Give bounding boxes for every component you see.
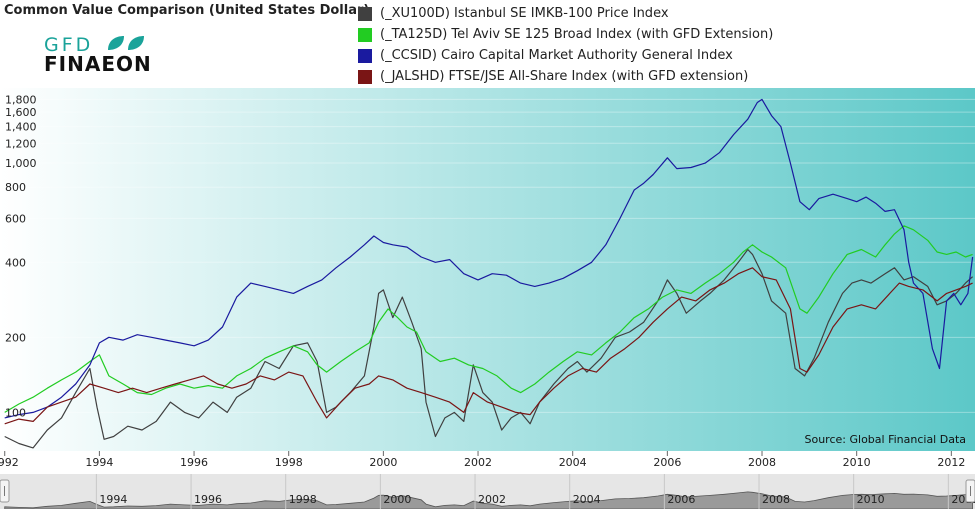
series-line-0[interactable] xyxy=(4,248,974,449)
legend: (_XU100D) Istanbul SE IMKB-100 Price Ind… xyxy=(358,3,773,87)
legend-label: (_CCSID) Cairo Capital Market Authority … xyxy=(380,48,733,63)
x-tick-label: 1998 xyxy=(275,456,303,469)
y-tick-label: 1,600 xyxy=(5,106,37,119)
logo-mark: GFD FINAEON xyxy=(44,34,152,76)
plot-area[interactable] xyxy=(0,88,975,451)
legend-swatch xyxy=(358,69,372,84)
y-tick-label: 800 xyxy=(5,181,26,194)
navigator-left-handle[interactable] xyxy=(0,479,10,503)
y-tick-label: 200 xyxy=(5,331,26,344)
leaf-icon xyxy=(128,36,144,50)
x-tick-label: 2006 xyxy=(653,456,681,469)
legend-swatch xyxy=(358,6,372,21)
logo-finaeon-text: FINAEON xyxy=(44,52,152,74)
series-layer xyxy=(4,98,974,449)
series-line-2[interactable] xyxy=(4,98,974,419)
legend-item-ta125d[interactable]: (_TA125D) Tel Aviv SE 125 Broad Index (w… xyxy=(358,24,773,45)
x-tick-label: 2002 xyxy=(464,456,492,469)
y-tick-label: 1,200 xyxy=(5,137,37,150)
x-tick-label: 1994 xyxy=(85,456,113,469)
x-axis: 1992 1994 1996 1998 2000 2002 2004 2006 2008 2010… xyxy=(0,451,965,469)
navigator-tick-label: 2000 xyxy=(383,493,411,506)
chart-title: Common Value Comparison (United States D… xyxy=(4,3,370,18)
gfd-finaeon-logo: GFD FINAEON xyxy=(44,34,179,78)
y-tick-label: 1,000 xyxy=(5,157,37,170)
leaf-icon xyxy=(108,36,124,50)
navigator-tick-label: 2008 xyxy=(762,493,790,506)
navigator-tick-label: 1994 xyxy=(99,493,127,506)
y-tick-label: 400 xyxy=(5,256,26,269)
navigator-tick-label: 1998 xyxy=(289,493,317,506)
navigator-right-handle[interactable] xyxy=(965,479,975,503)
gridlines xyxy=(0,98,975,413)
x-tick-label: 2008 xyxy=(748,456,776,469)
x-tick-label: 2000 xyxy=(369,456,397,469)
navigator-tick-label: 2004 xyxy=(573,493,601,506)
x-tick-label: 1996 xyxy=(180,456,208,469)
x-tick-label: 2012 xyxy=(937,456,965,469)
navigator-tick-label: 2010 xyxy=(857,493,885,506)
legend-label: (_JALSHD) FTSE/JSE All-Share Index (with… xyxy=(380,69,749,84)
legend-item-ccsid[interactable]: (_CCSID) Cairo Capital Market Authority … xyxy=(358,45,773,66)
legend-label: (_XU100D) Istanbul SE IMKB-100 Price Ind… xyxy=(380,6,669,21)
y-tick-label: 600 xyxy=(5,212,26,225)
navigator-tick-label: 2002 xyxy=(478,493,506,506)
navigator-tick-label: 1996 xyxy=(194,493,222,506)
legend-swatch xyxy=(358,27,372,42)
series-line-3[interactable] xyxy=(4,267,973,425)
legend-item-xu100d[interactable]: (_XU100D) Istanbul SE IMKB-100 Price Ind… xyxy=(358,3,773,24)
y-tick-label: 1,800 xyxy=(5,93,37,106)
source-label: Source: Global Financial Data xyxy=(805,433,967,446)
logo-gfd-text: GFD xyxy=(44,34,93,56)
navigator-tick-label: 2006 xyxy=(667,493,695,506)
navigator-series xyxy=(4,491,973,509)
x-tick-label: 1992 xyxy=(0,456,19,469)
legend-swatch xyxy=(358,48,372,63)
y-tick-label: 1,400 xyxy=(5,121,37,134)
x-tick-label: 2004 xyxy=(559,456,587,469)
legend-item-jalshd[interactable]: (_JALSHD) FTSE/JSE All-Share Index (with… xyxy=(358,66,773,87)
legend-label: (_TA125D) Tel Aviv SE 125 Broad Index (w… xyxy=(380,27,774,42)
x-tick-label: 2010 xyxy=(843,456,871,469)
y-tick-label: 100 xyxy=(5,406,26,419)
series-line-1[interactable] xyxy=(4,225,973,413)
